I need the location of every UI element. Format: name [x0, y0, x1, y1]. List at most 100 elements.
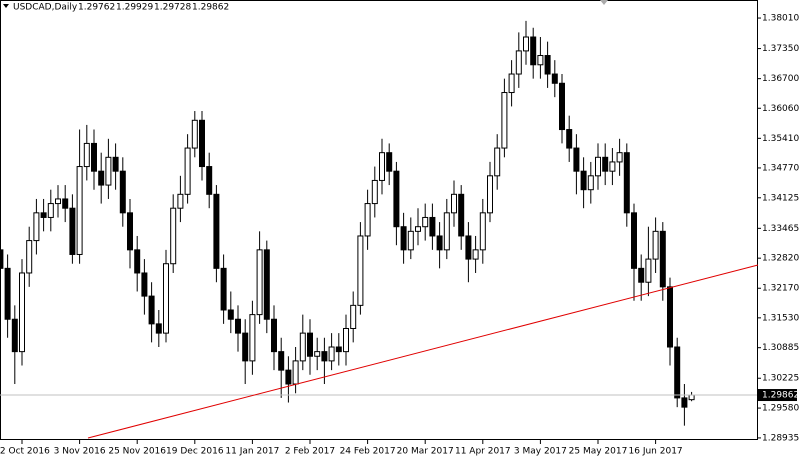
candle-body: [307, 332, 313, 357]
y-tick-label: 1.30885: [762, 343, 799, 353]
marks: [0, 20, 757, 426]
candle-body: [494, 147, 501, 177]
candle-body: [508, 73, 515, 94]
candle-body: [155, 323, 162, 334]
candle-body: [674, 346, 681, 399]
candle-body: [199, 119, 205, 168]
candle-body: [350, 304, 357, 329]
y-tick-label: 1.38010: [762, 14, 799, 24]
candle-body: [537, 55, 544, 66]
candle-body: [184, 147, 191, 195]
candle-body: [551, 73, 558, 84]
candle-body: [559, 82, 565, 131]
candle-body: [321, 351, 328, 362]
close-value: 1.29862: [192, 3, 229, 13]
y-tick-label: 1.32170: [762, 284, 799, 294]
y-tick-label: 1.31530: [762, 313, 799, 323]
y-tick-label: 1.35410: [762, 134, 799, 144]
candle-body: [400, 226, 407, 251]
candle-body: [602, 156, 609, 172]
candle-body: [335, 346, 342, 353]
candle-body: [393, 170, 400, 228]
candle-body: [487, 175, 493, 214]
candle-body: [11, 318, 18, 353]
candle-body: [422, 216, 429, 228]
candle-body: [379, 152, 385, 181]
trend-line[interactable]: [87, 264, 759, 439]
candle-body: [371, 179, 378, 205]
candle-body: [458, 193, 465, 237]
candle-body: [407, 230, 414, 251]
candle-body: [47, 203, 54, 218]
x-tick-label: 11 Apr 2017: [455, 447, 511, 457]
candle-body: [638, 267, 645, 283]
candle-body: [227, 309, 234, 320]
candle-body: [659, 230, 666, 288]
candle-body: [544, 55, 551, 75]
candle-body: [249, 314, 256, 362]
candle-body: [119, 170, 126, 214]
candle-body: [19, 272, 25, 353]
plot-frame: [0, 0, 758, 440]
candle-body: [141, 272, 148, 297]
candle-body: [40, 212, 47, 218]
y-tick-label: 1.36060: [762, 104, 799, 114]
candle-body: [163, 263, 169, 334]
shift-marker[interactable]: [600, 0, 608, 5]
candle-body: [235, 318, 241, 334]
candle-body: [55, 198, 61, 205]
header: USDCAD,Daily 1.29762 1.29929 1.29728 1.2…: [13, 3, 229, 13]
y-tick-label: 1.32820: [762, 254, 799, 264]
candle-body: [645, 258, 652, 283]
candle-body: [76, 166, 83, 255]
candle-body: [652, 230, 659, 260]
y-tick-label: 1.33465: [762, 224, 799, 234]
candle-body: [609, 161, 616, 172]
y-tick-label: 1.30225: [762, 374, 799, 384]
y-tick-label: 1.36700: [762, 74, 799, 84]
x-tick-label: 12 Oct 2016: [0, 447, 50, 457]
candle-body: [523, 36, 529, 52]
price-tag: [757, 389, 797, 402]
candle-body: [4, 267, 11, 320]
y-tick-label: 1.29580: [762, 404, 799, 414]
candle-body: [479, 212, 486, 251]
candle-body: [415, 226, 421, 232]
low-value: 1.29728: [154, 3, 191, 13]
candle-body: [62, 198, 69, 209]
y-tick-label: 1.34125: [762, 193, 799, 203]
price-tag-label: 1.29862: [762, 391, 799, 401]
candle-body: [623, 152, 630, 214]
candle-body: [242, 332, 249, 362]
candle-body: [148, 295, 155, 325]
candle-body: [278, 351, 285, 371]
candle-body: [220, 267, 227, 311]
candle-body: [328, 346, 335, 362]
x-tick-label: 25 May 2017: [569, 447, 628, 457]
x-tick-label: 25 Nov 2016: [108, 447, 166, 457]
y-tick-label: 1.37350: [762, 44, 799, 54]
candle-body: [0, 249, 4, 269]
candle-body: [580, 170, 587, 191]
candle-body: [631, 212, 637, 269]
candle-body: [292, 360, 299, 385]
candle-body: [436, 235, 443, 251]
candle-body: [364, 203, 371, 237]
candle-body: [595, 156, 601, 177]
candle-body: [429, 216, 436, 237]
menu-arrow[interactable]: [3, 4, 9, 8]
candle-body: [98, 170, 105, 186]
candle-body: [191, 119, 198, 149]
candle-body: [530, 36, 537, 66]
candle-body: [587, 175, 594, 191]
candle-body: [681, 397, 688, 408]
candle-body: [299, 332, 306, 362]
candle-body: [357, 235, 364, 306]
candle-body: [271, 318, 277, 353]
candle-body: [472, 249, 479, 260]
candle-body: [465, 235, 472, 260]
y-tick-label: 1.34770: [762, 163, 799, 173]
candle-body: [451, 193, 457, 214]
